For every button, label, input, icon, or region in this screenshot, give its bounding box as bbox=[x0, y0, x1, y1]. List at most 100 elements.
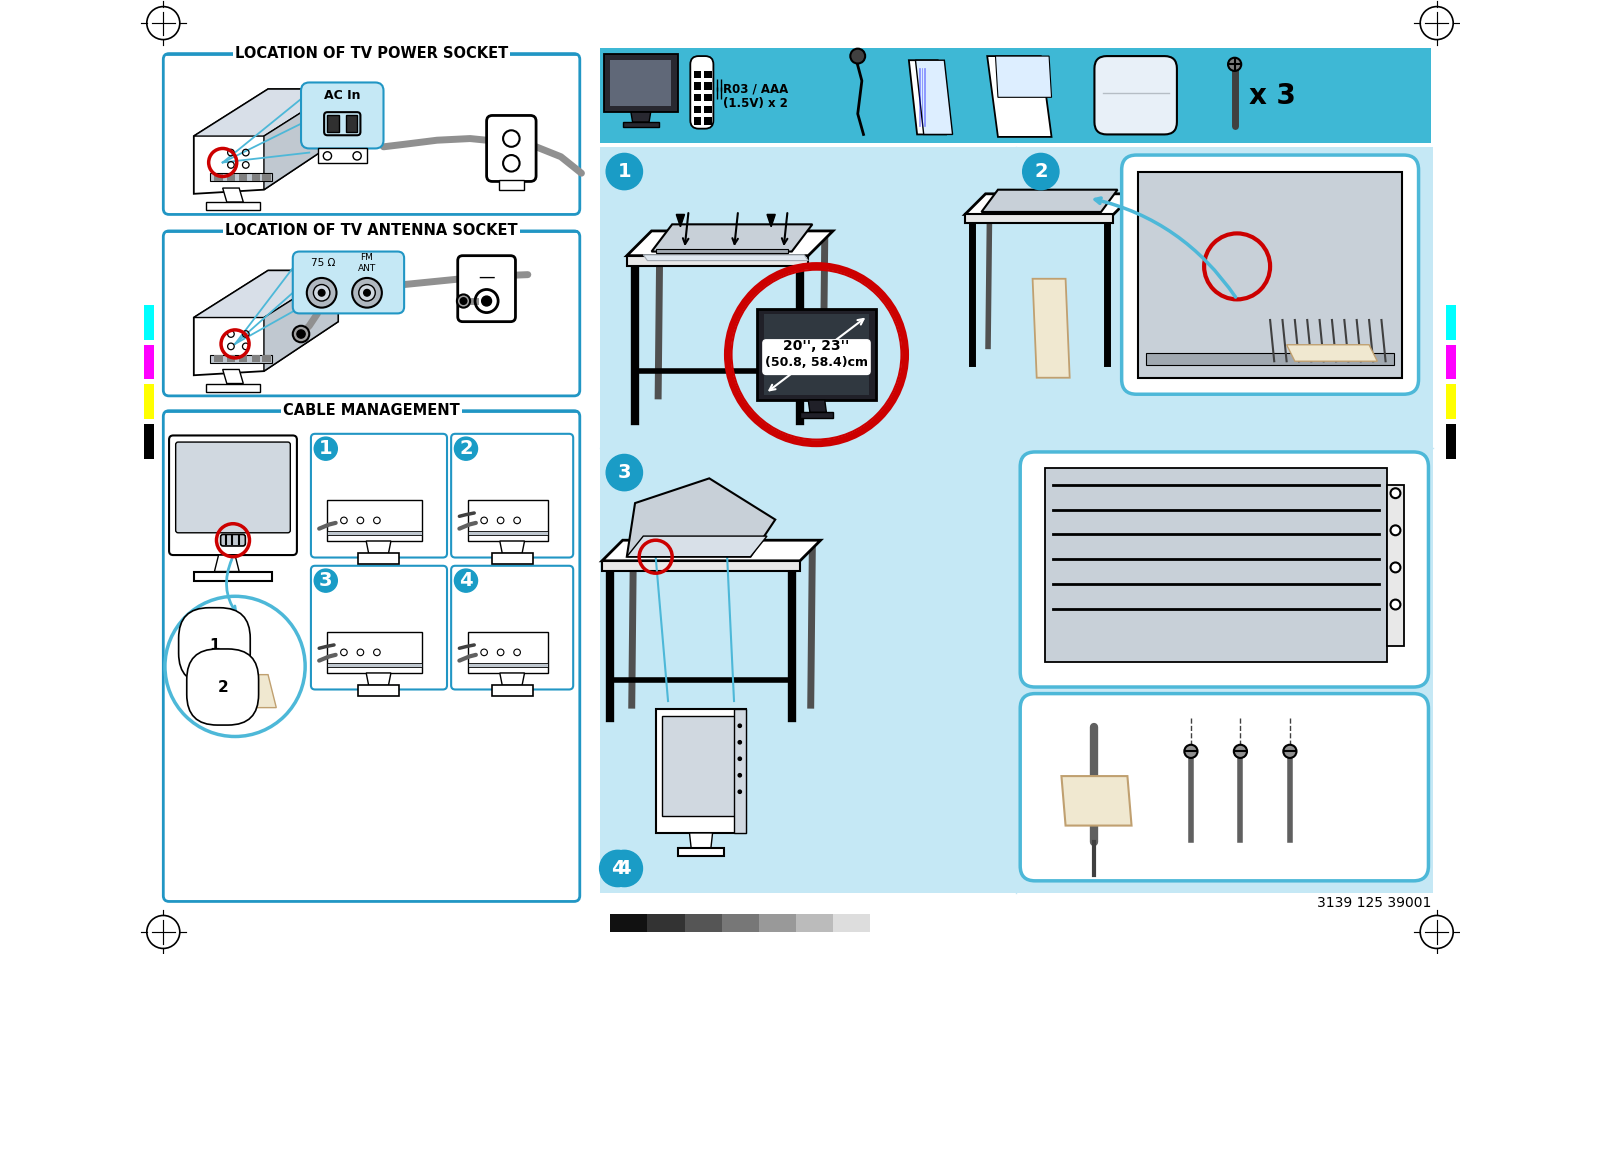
Polygon shape bbox=[328, 663, 422, 668]
Polygon shape bbox=[694, 117, 701, 125]
Polygon shape bbox=[704, 71, 712, 79]
Circle shape bbox=[461, 297, 467, 304]
FancyBboxPatch shape bbox=[310, 434, 446, 558]
Polygon shape bbox=[808, 400, 826, 412]
Text: R03 / AAA
(1.5V) x 2: R03 / AAA (1.5V) x 2 bbox=[723, 82, 789, 110]
Text: 2: 2 bbox=[459, 440, 472, 458]
Polygon shape bbox=[251, 174, 259, 180]
Circle shape bbox=[606, 850, 643, 886]
Bar bbox=[144, 305, 154, 340]
Polygon shape bbox=[222, 369, 243, 383]
FancyBboxPatch shape bbox=[1021, 693, 1429, 880]
FancyBboxPatch shape bbox=[310, 566, 446, 690]
Polygon shape bbox=[627, 256, 808, 266]
Circle shape bbox=[738, 740, 741, 744]
Polygon shape bbox=[467, 500, 549, 541]
Polygon shape bbox=[214, 355, 222, 362]
Bar bbox=[144, 384, 154, 419]
Bar bbox=[1446, 345, 1456, 379]
Bar bbox=[144, 423, 154, 458]
Circle shape bbox=[314, 569, 338, 592]
Polygon shape bbox=[677, 214, 685, 227]
Circle shape bbox=[738, 724, 741, 728]
Polygon shape bbox=[704, 82, 712, 90]
Polygon shape bbox=[358, 553, 398, 565]
Polygon shape bbox=[202, 658, 256, 671]
Polygon shape bbox=[763, 315, 869, 395]
Circle shape bbox=[1022, 154, 1059, 190]
Bar bbox=[722, 914, 758, 931]
Polygon shape bbox=[1387, 485, 1403, 646]
Bar bbox=[1446, 305, 1456, 340]
Circle shape bbox=[354, 152, 362, 160]
Polygon shape bbox=[678, 848, 725, 856]
Circle shape bbox=[363, 289, 370, 296]
Bar bbox=[152, 39, 594, 909]
Polygon shape bbox=[766, 214, 776, 227]
Polygon shape bbox=[643, 255, 808, 260]
Polygon shape bbox=[656, 709, 746, 833]
Polygon shape bbox=[627, 536, 766, 557]
Polygon shape bbox=[467, 663, 549, 668]
Text: 3: 3 bbox=[618, 463, 630, 482]
FancyBboxPatch shape bbox=[163, 231, 579, 396]
Text: AC In: AC In bbox=[325, 89, 360, 102]
Polygon shape bbox=[467, 531, 549, 536]
Polygon shape bbox=[210, 355, 272, 363]
Polygon shape bbox=[694, 71, 701, 79]
Polygon shape bbox=[690, 833, 712, 848]
FancyBboxPatch shape bbox=[293, 251, 405, 314]
Polygon shape bbox=[694, 105, 701, 113]
Text: LOCATION OF TV POWER SOCKET: LOCATION OF TV POWER SOCKET bbox=[235, 46, 509, 61]
Bar bbox=[1446, 423, 1456, 458]
Text: —: — bbox=[478, 267, 494, 286]
Polygon shape bbox=[206, 202, 259, 211]
Bar bbox=[685, 914, 722, 931]
Polygon shape bbox=[651, 224, 813, 251]
Bar bbox=[795, 914, 834, 931]
FancyBboxPatch shape bbox=[690, 56, 714, 128]
Polygon shape bbox=[328, 116, 339, 132]
Polygon shape bbox=[704, 94, 712, 102]
Circle shape bbox=[323, 152, 331, 160]
Polygon shape bbox=[227, 355, 235, 362]
Polygon shape bbox=[222, 189, 243, 202]
FancyBboxPatch shape bbox=[763, 340, 870, 375]
Polygon shape bbox=[366, 541, 390, 553]
FancyBboxPatch shape bbox=[451, 566, 573, 690]
Polygon shape bbox=[499, 179, 523, 190]
FancyBboxPatch shape bbox=[221, 535, 245, 546]
Polygon shape bbox=[467, 632, 549, 673]
Polygon shape bbox=[317, 148, 366, 163]
Polygon shape bbox=[603, 54, 678, 112]
Polygon shape bbox=[602, 540, 821, 561]
Polygon shape bbox=[656, 249, 787, 253]
FancyBboxPatch shape bbox=[1021, 452, 1429, 687]
Circle shape bbox=[1283, 745, 1296, 758]
Text: 3: 3 bbox=[318, 572, 333, 590]
Polygon shape bbox=[262, 355, 270, 362]
Text: 1: 1 bbox=[318, 440, 333, 458]
FancyBboxPatch shape bbox=[163, 411, 579, 901]
Circle shape bbox=[738, 774, 741, 776]
Circle shape bbox=[358, 285, 376, 301]
Bar bbox=[610, 914, 648, 931]
FancyBboxPatch shape bbox=[1094, 56, 1178, 134]
Polygon shape bbox=[622, 121, 659, 127]
Circle shape bbox=[1229, 58, 1242, 71]
Polygon shape bbox=[1061, 776, 1131, 826]
Polygon shape bbox=[491, 553, 533, 565]
Circle shape bbox=[454, 569, 477, 592]
Polygon shape bbox=[227, 174, 235, 180]
Polygon shape bbox=[238, 355, 248, 362]
Circle shape bbox=[314, 285, 330, 301]
Polygon shape bbox=[909, 60, 946, 134]
Polygon shape bbox=[214, 555, 238, 572]
Bar bbox=[648, 914, 685, 931]
Polygon shape bbox=[206, 383, 259, 392]
FancyBboxPatch shape bbox=[458, 256, 515, 322]
Circle shape bbox=[606, 154, 643, 190]
Text: 2: 2 bbox=[1034, 162, 1048, 180]
Bar bbox=[1446, 384, 1456, 419]
Polygon shape bbox=[262, 174, 270, 180]
